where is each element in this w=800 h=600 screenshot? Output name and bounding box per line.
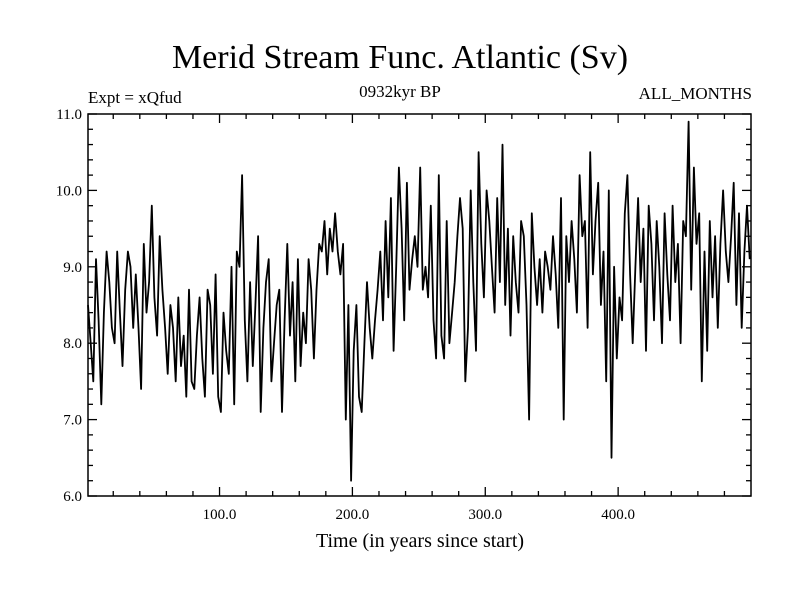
y-tick-label: 10.0 [56,183,82,199]
y-tick-label: 6.0 [63,489,82,505]
x-axis-label: Time (in years since start) [315,530,525,552]
x-tick-label: 300.0 [468,507,502,523]
chart-title: Merid Stream Func. Atlantic (Sv) [171,39,629,76]
x-tick-label: 100.0 [203,507,237,523]
plot-frame [87,113,752,497]
chart-subtitle: 0932kyr BP [359,82,441,101]
series-line [87,120,751,482]
y-tick-label: 7.0 [63,413,82,429]
months-label: ALL_MONTHS [638,84,752,103]
y-tick-label: 11.0 [56,107,82,123]
experiment-label: Expt = xQfud [88,88,182,107]
y-tick-label: 9.0 [63,260,82,276]
y-tick-label: 8.0 [63,336,82,352]
x-tick-label: 200.0 [336,507,370,523]
x-tick-label: 400.0 [601,507,635,523]
